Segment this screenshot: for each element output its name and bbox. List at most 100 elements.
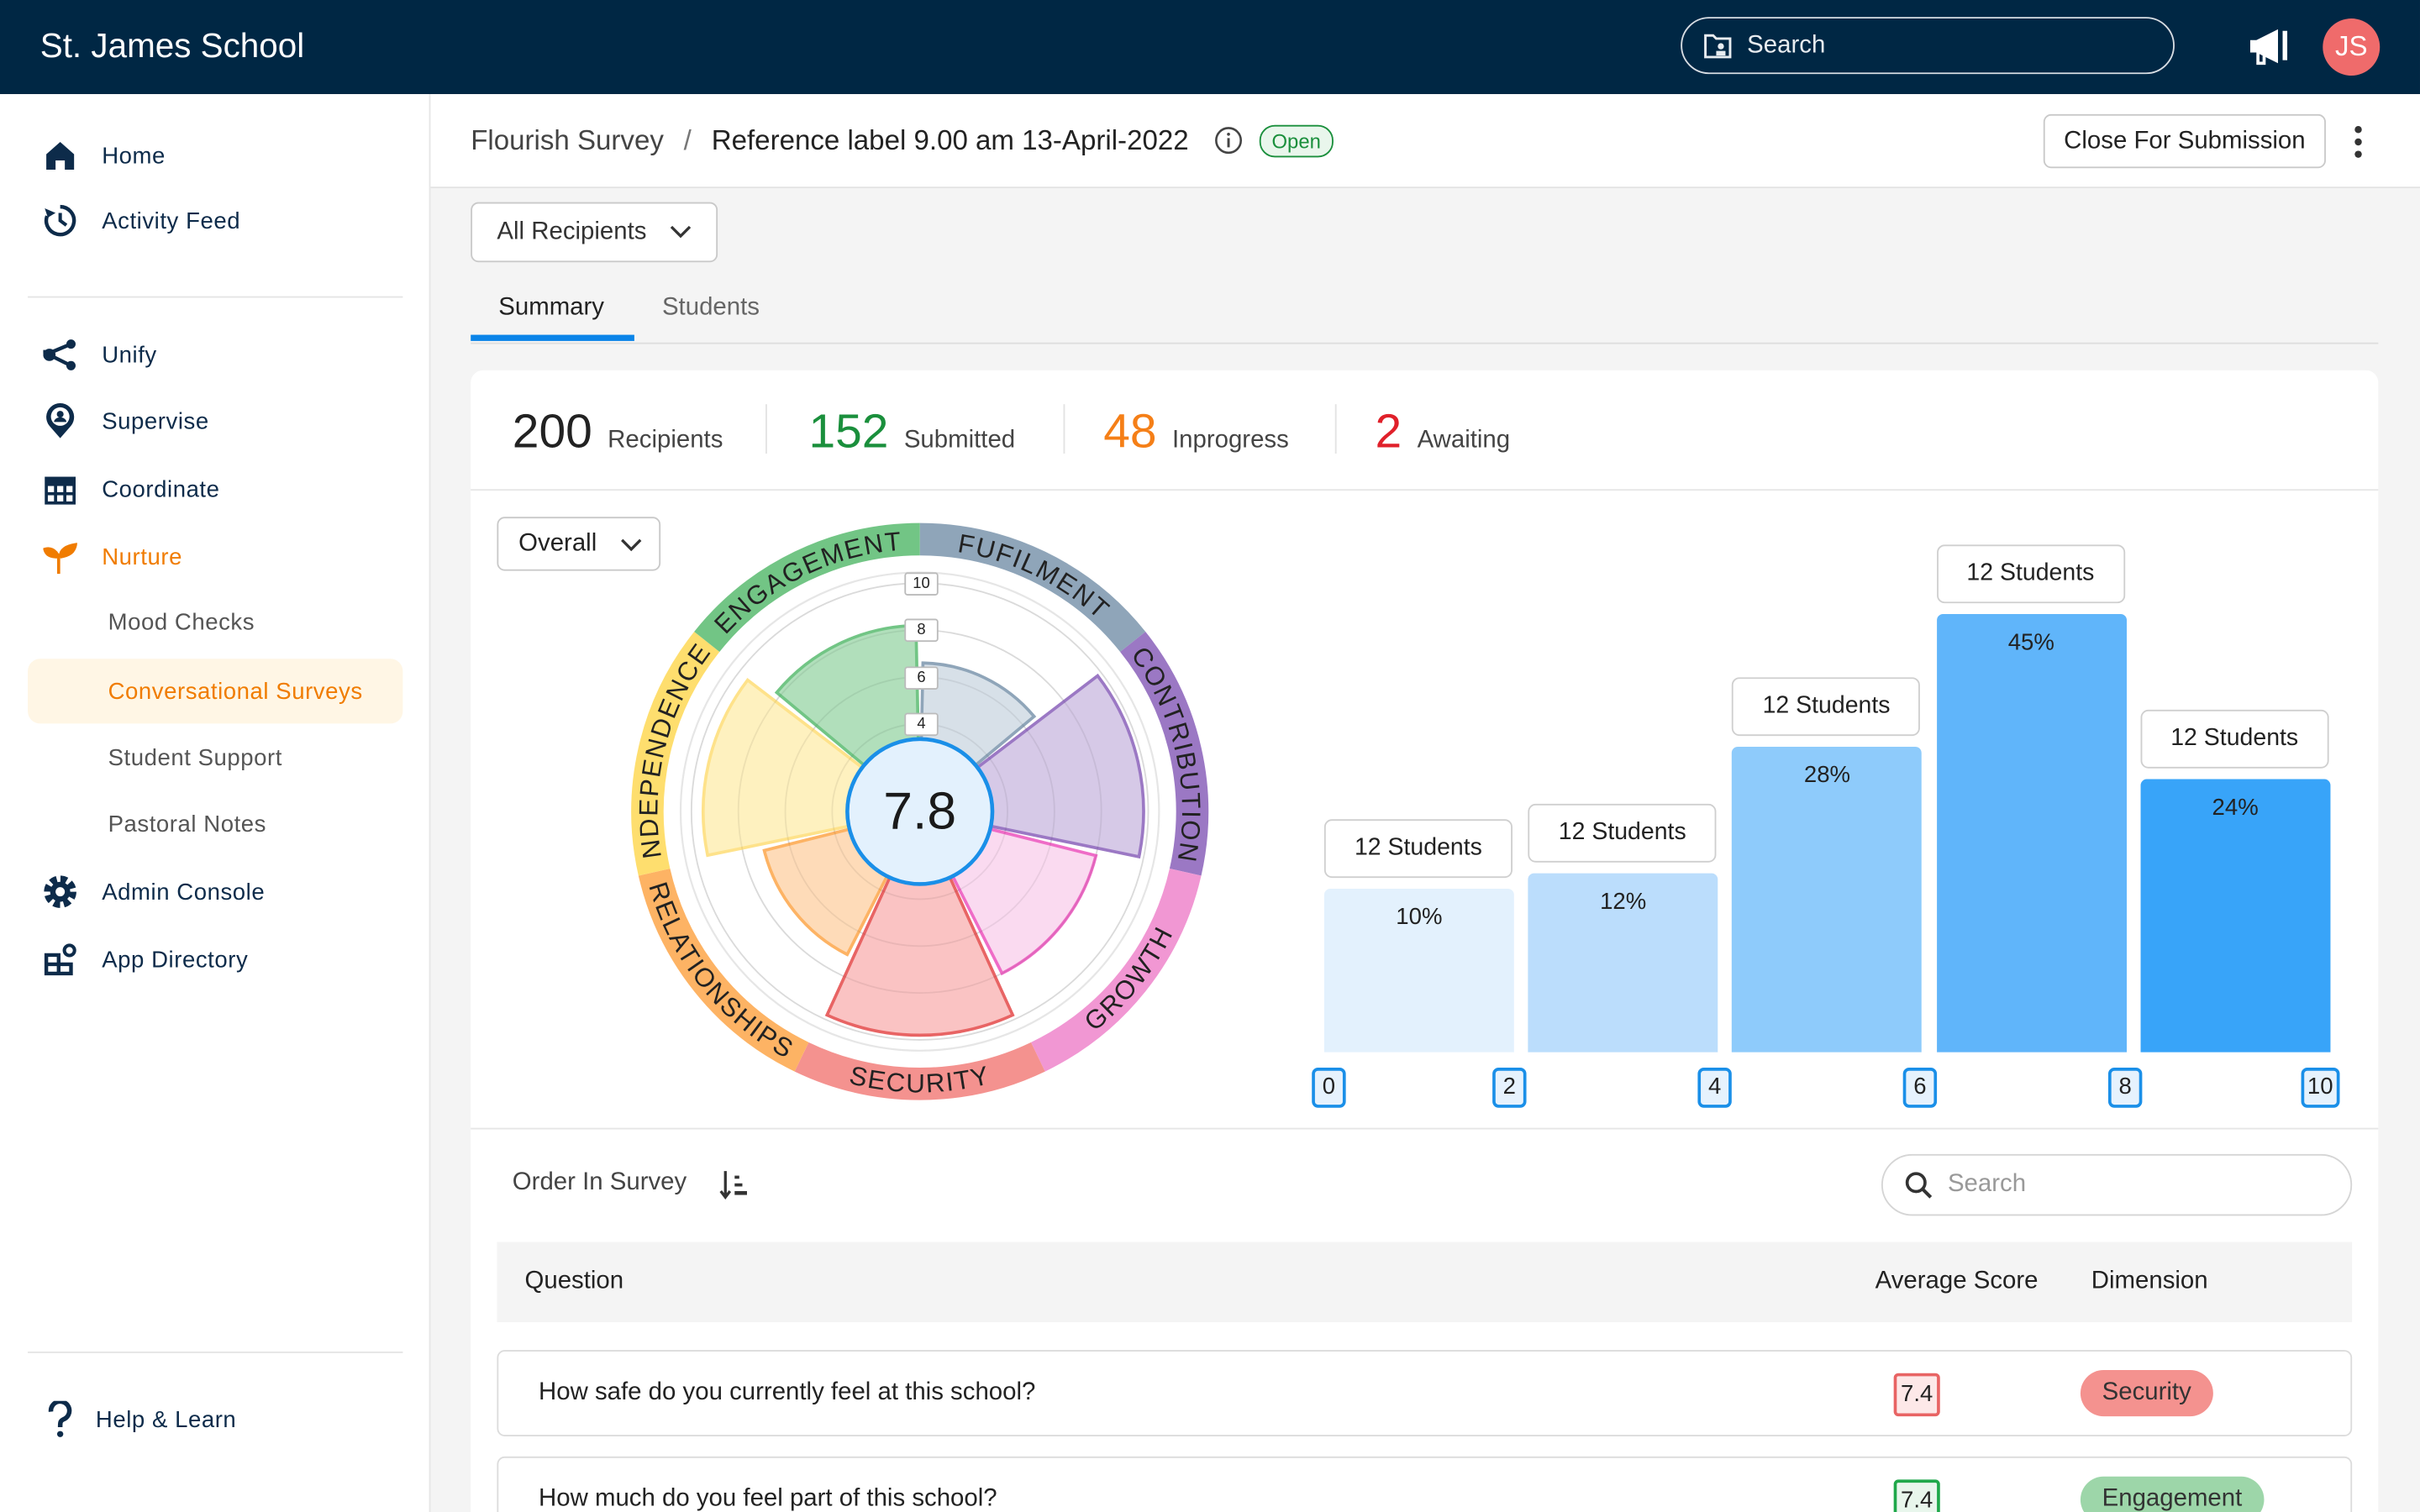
sort-label[interactable]: Order In Survey [512,1169,687,1196]
tab-students[interactable]: Students [661,294,760,322]
chevron-down-icon [621,538,642,552]
sidebar-item-label: Coordinate [102,475,220,502]
stat-label: Awaiting [1417,427,1511,454]
dimension-label: SECURITY [847,1060,993,1098]
status-badge: Open [1259,124,1334,158]
search-placeholder: Search [1947,1171,2027,1198]
share-nodes-icon [42,336,79,373]
sidebar-item-unify[interactable]: Unify [28,324,402,386]
sidebar-item-label: Student Support [108,744,282,771]
gear-icon [42,874,79,911]
bar-count-label: 12 Students [1732,677,1921,737]
sidebar-item-label: Conversational Surveys [108,678,363,705]
sidebar-item-help[interactable]: Help & Learn [28,1389,402,1450]
column-header-question[interactable]: Question [524,1268,624,1295]
more-options-icon[interactable] [2350,123,2365,160]
sidebar-divider [28,1351,403,1353]
breadcrumb-parent[interactable]: Flourish Survey [471,124,664,156]
distribution-bar[interactable]: 10% [1323,888,1514,1053]
apps-icon [42,941,79,978]
stat-label: Submitted [903,427,1016,454]
global-search-input[interactable]: Search [1681,17,2175,75]
polar-tick-label: 10 [904,572,939,596]
sort-icon[interactable] [719,1169,750,1200]
sidebar-item-supervise[interactable]: Supervise [28,391,402,452]
sidebar-item-label: Help & Learn [95,1406,237,1433]
polar-tick-label: 4 [904,712,939,737]
sidebar-item-admin-console[interactable]: Admin Console [28,861,402,922]
sidebar-item-coordinate[interactable]: Coordinate [28,459,402,520]
question-text: How much do you feel part of this school… [539,1485,997,1512]
info-icon[interactable] [1215,127,1243,155]
stat-awaiting: 2 Awaiting [1376,404,1511,459]
megaphone-icon[interactable] [2247,26,2290,66]
top-header: St. James School Search JS [0,0,2420,95]
sidebar-item-label: App Directory [102,946,249,974]
stat-value: 2 [1375,404,1402,459]
bar-value-label: 12% [1600,888,1647,915]
dimension-label: RELATIONSHIPS [643,879,799,1064]
column-header-dimension[interactable]: Dimension [2091,1268,2208,1295]
x-tick-label: 2 [1492,1068,1527,1108]
stat-inprogress: 48 Inprogress [1103,404,1289,459]
bar-count-label: 12 Students [1323,819,1512,879]
sidebar-item-student-support[interactable]: Student Support [28,727,402,788]
bar-count-label: 12 Students [1936,543,2125,603]
sidebar-divider [28,296,403,298]
folder-user-icon [1704,34,1732,59]
table-header: Question Average Score Dimension [497,1242,2353,1323]
home-icon [42,137,79,174]
section-divider [471,1127,2379,1130]
breadcrumb-current: Reference label 9.00 am 13-April-2022 [711,124,1189,156]
close-for-submission-button[interactable]: Close For Submission [2043,113,2326,169]
x-tick-label: 10 [2301,1068,2339,1108]
stat-label: Recipients [608,427,723,454]
stat-value: 200 [512,404,592,459]
user-avatar[interactable]: JS [2323,18,2381,76]
distribution-bar[interactable]: 28% [1732,747,1923,1053]
polar-tick-label: 8 [904,619,939,643]
distribution-bar[interactable]: 12% [1528,873,1718,1053]
sidebar-item-label: Activity Feed [102,207,241,234]
table-row[interactable]: How much do you feel part of this school… [497,1456,2353,1512]
sidebar-item-label: Nurture [102,543,182,570]
stat-divider [1334,404,1337,454]
dimension-ring-segment [694,522,920,653]
sidebar-item-nurture[interactable]: Nurture [28,526,402,587]
question-search-input[interactable]: Search [1881,1153,2353,1216]
sidebar-item-home[interactable]: Home [28,125,402,186]
sidebar-item-mood-checks[interactable]: Mood Checks [28,591,402,652]
table-row[interactable]: How safe do you currently feel at this s… [497,1350,2353,1436]
chevron-down-icon [670,225,692,239]
dimension-ring-segment [631,631,720,876]
sidebar-item-app-directory[interactable]: App Directory [28,929,402,990]
search-icon [1905,1172,1933,1199]
dimension-label: INDEPENDENCE [0,0,717,860]
x-tick-label: 8 [2107,1068,2143,1108]
distribution-bar[interactable]: 45% [1936,613,2127,1053]
dimension-ring-segment [1030,868,1202,1072]
tab-summary[interactable]: Summary [498,294,604,322]
stat-label: Inprogress [1171,427,1289,454]
stat-recipients: 200 Recipients [513,404,723,459]
recipients-dropdown[interactable]: All Recipients [471,202,718,263]
x-tick-label: 6 [1902,1068,1938,1108]
sidebar-item-label: Supervise [102,407,209,435]
sidebar-item-label: Home [102,142,166,170]
sidebar-item-activity-feed[interactable]: Activity Feed [28,190,402,251]
sidebar-item-conversational-surveys[interactable]: Conversational Surveys [28,659,403,724]
sidebar-item-label: Mood Checks [108,608,255,635]
column-header-average-score[interactable]: Average Score [1875,1268,2039,1295]
distribution-bar[interactable]: 24% [2140,778,2331,1053]
overall-score-circle [845,737,995,886]
calendar-icon [42,470,79,507]
dimension-label: ENGAGEMENT [708,526,903,639]
stat-divider [1063,404,1065,454]
section-divider [471,489,2379,491]
dimension-dropdown[interactable]: Overall [497,517,661,571]
sidebar [0,94,431,1512]
sidebar-item-pastoral-notes[interactable]: Pastoral Notes [28,793,402,854]
bar-value-label: 24% [2212,794,2259,821]
